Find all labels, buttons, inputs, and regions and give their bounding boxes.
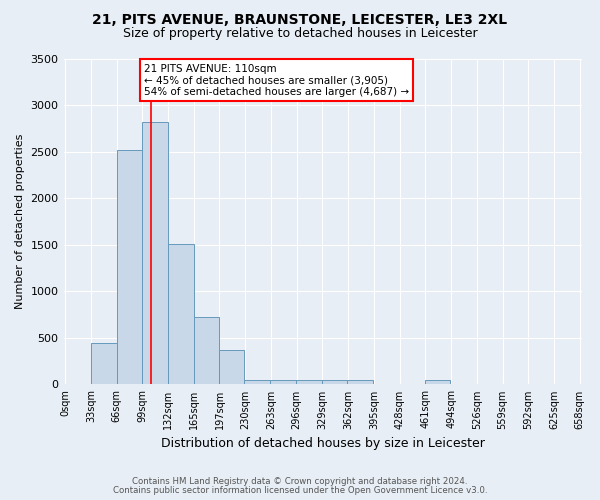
Bar [194,318,220,384]
Bar [425,380,451,384]
Text: Size of property relative to detached houses in Leicester: Size of property relative to detached ho… [122,28,478,40]
X-axis label: Distribution of detached houses by size in Leicester: Distribution of detached houses by size … [161,437,485,450]
Text: 21, PITS AVENUE, BRAUNSTONE, LEICESTER, LE3 2XL: 21, PITS AVENUE, BRAUNSTONE, LEICESTER, … [92,12,508,26]
Bar [244,380,270,384]
Bar [91,342,116,384]
Bar [219,350,244,384]
Bar [322,380,347,384]
Bar [168,244,194,384]
Bar [116,150,142,384]
Bar [296,380,322,384]
Y-axis label: Number of detached properties: Number of detached properties [15,134,25,310]
Text: Contains public sector information licensed under the Open Government Licence v3: Contains public sector information licen… [113,486,487,495]
Bar [347,380,373,384]
Bar [270,380,296,384]
Text: Contains HM Land Registry data © Crown copyright and database right 2024.: Contains HM Land Registry data © Crown c… [132,477,468,486]
Bar [142,122,168,384]
Text: 21 PITS AVENUE: 110sqm
← 45% of detached houses are smaller (3,905)
54% of semi-: 21 PITS AVENUE: 110sqm ← 45% of detached… [144,64,409,97]
